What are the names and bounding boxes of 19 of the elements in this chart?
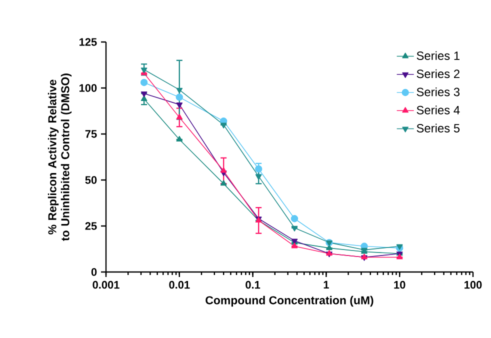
x-axis-title: Compound Concentration (uM): [206, 296, 374, 307]
y-tick-label: 50: [85, 176, 97, 184]
y-tick-label: 75: [85, 130, 97, 138]
x-tick-label: 100: [464, 280, 482, 289]
y-tick-label: 100: [79, 84, 97, 92]
legend-label: Series 2: [416, 69, 460, 78]
legend-label: Series 4: [416, 106, 460, 114]
y-axis-title: % Replicon Activity Relative to Uninhibited Control (DMSO): [48, 74, 72, 241]
x-tick-label: 10: [394, 280, 406, 289]
y-tick-label: 25: [85, 222, 97, 230]
x-tick-label: 0.1: [246, 280, 260, 289]
legend-label: Series 3: [416, 87, 460, 96]
y-tick-label: 125: [79, 38, 97, 46]
x-tick-label: 0.01: [169, 280, 190, 289]
x-tick-label: 1: [324, 280, 329, 288]
legend-label: Series 1: [416, 51, 460, 60]
y-tick-label: 0: [91, 268, 97, 276]
legend-label: Series 5: [416, 124, 460, 132]
x-tick-label: 0.001: [92, 280, 120, 289]
